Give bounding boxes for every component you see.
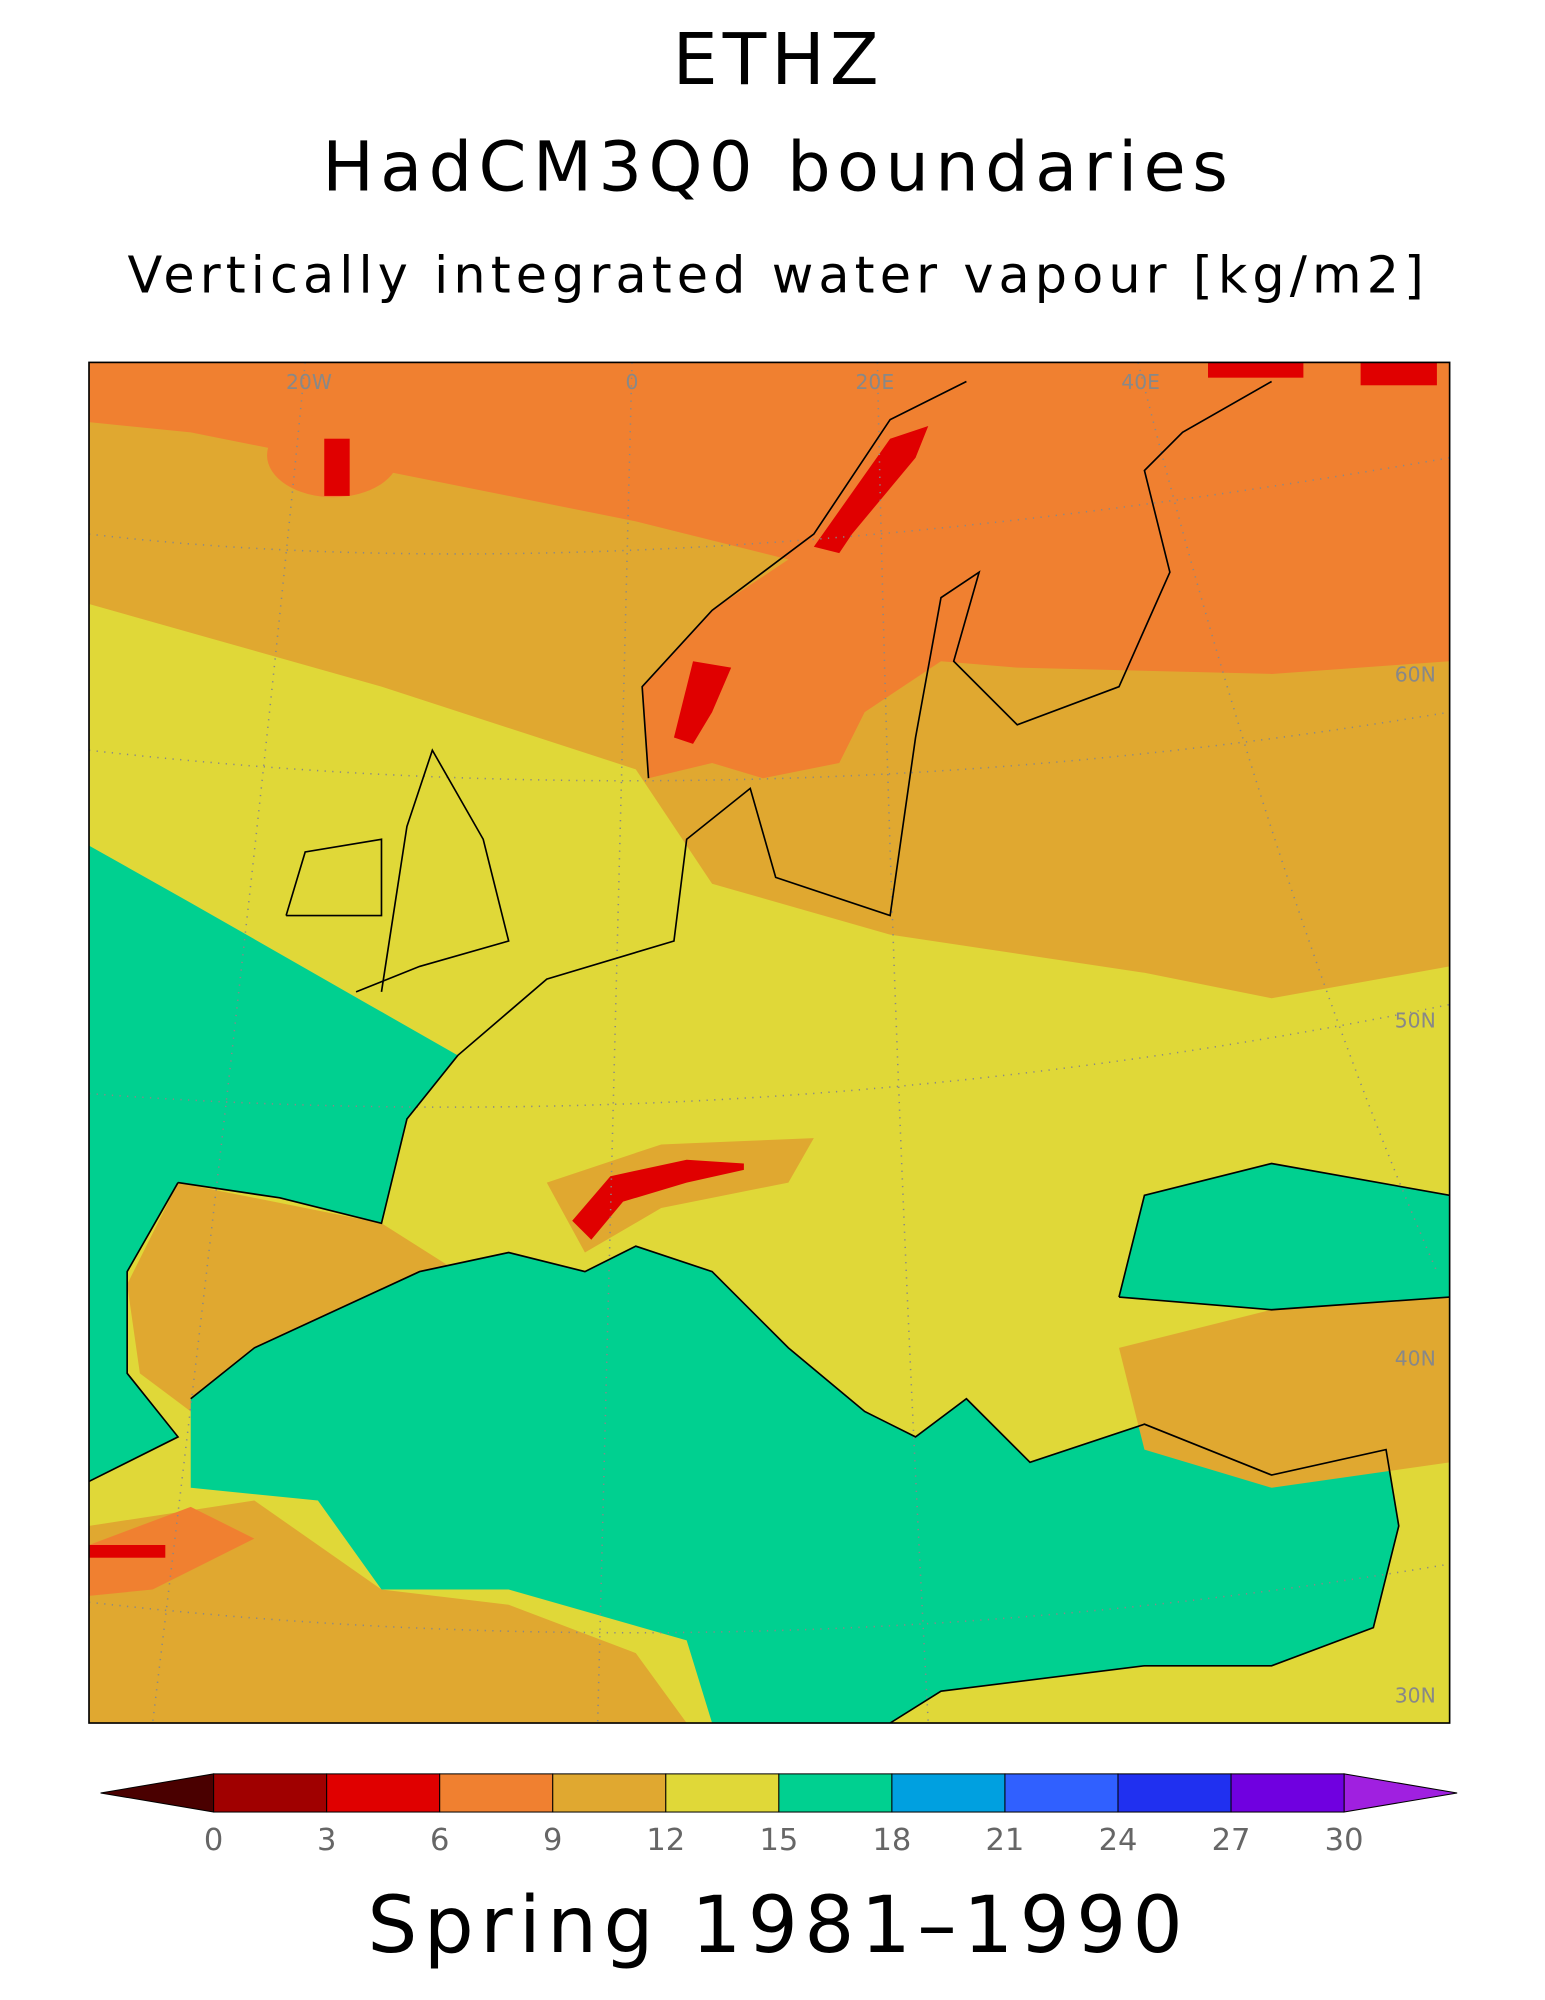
colorbar-tick-label: 24 (1099, 1823, 1138, 1858)
lon-label: 0 (626, 370, 639, 394)
colorbar-tick-label: 21 (986, 1823, 1025, 1858)
colorbar-under (100, 1773, 215, 1813)
colorbar-tick-label: 15 (759, 1823, 798, 1858)
colorbar: 0 3 6 9 12 15 18 21 24 27 30 (100, 1773, 1458, 1858)
colorbar-swatch (1117, 1773, 1232, 1813)
colorbar-swatch (1004, 1773, 1119, 1813)
colorbar-tick-label: 9 (543, 1823, 562, 1858)
lon-label: 20W (286, 370, 332, 394)
colorbar-swatch (1230, 1773, 1345, 1813)
colorbar-swatch (213, 1773, 328, 1813)
map-frame (88, 361, 1451, 1724)
colorbar-tick-label: 27 (1212, 1823, 1251, 1858)
colorbar-tick-label: 0 (204, 1823, 223, 1858)
colorbar-tick-label: 6 (430, 1823, 449, 1858)
field-blacksea (1119, 1163, 1450, 1310)
colorbar-swatch (326, 1773, 441, 1813)
lat-label: 30N (1395, 1684, 1436, 1708)
colorbar-swatch (552, 1773, 667, 1813)
field-africa (89, 1500, 687, 1724)
colorbar-tick-label: 18 (872, 1823, 911, 1858)
title: ETHZ (673, 18, 884, 101)
lon-label: 40E (1121, 370, 1160, 394)
field-atlantic (89, 845, 458, 1482)
colorbar-swatch (439, 1773, 554, 1813)
high-terrain (89, 362, 1437, 1558)
field-alps (546, 1138, 814, 1253)
lon-label: 20E (856, 370, 895, 394)
colorbar-over (1343, 1773, 1458, 1813)
lat-label: 50N (1395, 1008, 1436, 1032)
field-orange (89, 362, 1450, 779)
colorbar-swatch (778, 1773, 893, 1813)
colorbar-tick-label: 12 (646, 1823, 685, 1858)
field-mediterranean (190, 1246, 1399, 1724)
colorbar-tick-label: 30 (1325, 1823, 1364, 1858)
colorbar-swatch (891, 1773, 1006, 1813)
field-atlas (89, 1506, 255, 1596)
map: 20W 0 20E 40E 60N 50N 40N 30N (88, 361, 1451, 1724)
footer: Spring 1981–1990 (367, 1879, 1189, 1971)
field-turkey (1119, 1297, 1450, 1488)
lat-label: 60N (1395, 663, 1436, 687)
field-iberia (127, 1182, 458, 1412)
subtitle: HadCM3Q0 boundaries (322, 128, 1234, 208)
lat-label: 40N (1395, 1347, 1436, 1371)
colorbar-swatch (665, 1773, 780, 1813)
colorbar-tick-label: 3 (317, 1823, 336, 1858)
variable: Vertically integrated water vapour [kg/m… (127, 245, 1429, 304)
